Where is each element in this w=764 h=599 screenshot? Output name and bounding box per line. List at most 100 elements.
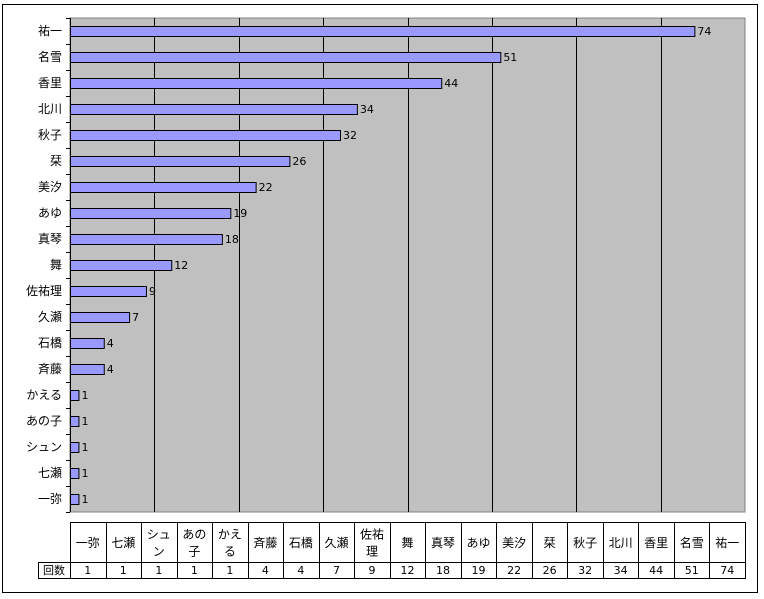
- bar: [70, 104, 358, 115]
- data-label: 1: [81, 493, 88, 506]
- data-label: 1: [81, 441, 88, 454]
- table-value-cell: 1: [155, 564, 162, 577]
- table-header-cell: 香里: [644, 536, 668, 550]
- table-header-cell: 佐祐: [360, 528, 384, 542]
- table-header-cell: かえ: [218, 528, 242, 542]
- table-value-cell: 32: [578, 564, 592, 577]
- data-label: 18: [225, 233, 239, 246]
- table-header-cell: 北川: [609, 536, 633, 550]
- table-value-cell: 1: [191, 564, 198, 577]
- category-label: 香里: [38, 76, 62, 90]
- category-label: 石橋: [38, 336, 62, 350]
- table-header-cell: 久瀬: [324, 536, 348, 550]
- bar: [70, 442, 80, 453]
- bar: [70, 52, 502, 63]
- table-value-cell: 19: [472, 564, 486, 577]
- table-header-cell: あの: [182, 528, 206, 542]
- data-label: 26: [292, 155, 306, 168]
- bar: [70, 338, 105, 349]
- data-label: 4: [107, 337, 114, 350]
- table-value-cell: 44: [649, 564, 663, 577]
- table-header-cell: 理: [366, 545, 378, 559]
- bar: [70, 26, 696, 37]
- category-label: 美汐: [38, 179, 62, 194]
- category-label: かえる: [26, 388, 62, 402]
- table-value-cell: 22: [507, 564, 521, 577]
- category-label: あゆ: [38, 206, 62, 220]
- table-header-cell: 祐一: [715, 536, 739, 550]
- data-label: 19: [233, 207, 247, 220]
- data-label: 34: [360, 103, 374, 116]
- bar: [70, 156, 291, 167]
- category-label: 名雪: [38, 49, 62, 64]
- bar: [70, 390, 80, 401]
- category-label: 栞: [50, 154, 62, 168]
- table-header-cell: ン: [153, 545, 165, 559]
- data-label: 9: [149, 285, 156, 298]
- table-header-cell: 舞: [401, 536, 413, 550]
- table-header-cell: あゆ: [467, 536, 491, 550]
- bar: [70, 234, 223, 245]
- bar: [70, 208, 232, 219]
- data-label: 51: [503, 51, 517, 64]
- table-value-cell: 51: [685, 564, 699, 577]
- bar: [70, 260, 173, 271]
- category-label: 久瀬: [38, 310, 62, 324]
- table-header-cell: 七瀬: [111, 536, 135, 550]
- category-label: 七瀬: [38, 466, 62, 480]
- table-header-cell: る: [224, 545, 236, 559]
- table-value-cell: 34: [614, 564, 628, 577]
- bar: [70, 312, 131, 323]
- table-header-cell: 一弥: [76, 535, 100, 550]
- category-label: 北川: [38, 102, 62, 116]
- table-value-cell: 26: [543, 564, 557, 577]
- category-label: 佐祐理: [26, 284, 62, 298]
- table-header-cell: 美汐: [502, 535, 526, 550]
- bar: [70, 130, 341, 141]
- data-label: 44: [444, 77, 458, 90]
- category-label: 祐一: [38, 24, 62, 38]
- table-border: [70, 522, 746, 579]
- table-value-cell: 9: [368, 564, 375, 577]
- data-label: 7: [132, 311, 139, 324]
- data-label: 4: [107, 363, 114, 376]
- data-label: 1: [81, 467, 88, 480]
- table-header-cell: 栞: [544, 536, 556, 550]
- table-header-cell: 真琴: [431, 536, 455, 550]
- bar: [70, 494, 80, 505]
- table-value-cell: 12: [401, 564, 415, 577]
- bar: [70, 182, 257, 193]
- category-label: あの子: [26, 414, 62, 428]
- data-label: 32: [343, 129, 357, 142]
- bar: [70, 468, 80, 479]
- data-label: 1: [81, 415, 88, 428]
- category-label: 真琴: [38, 232, 62, 246]
- category-label: シュン: [26, 440, 62, 454]
- table-value-cell: 1: [226, 564, 233, 577]
- bar: [70, 416, 80, 427]
- table-value-cell: 7: [333, 564, 340, 577]
- data-label: 12: [174, 259, 188, 272]
- category-label: 一弥: [38, 491, 62, 506]
- data-label: 22: [259, 181, 273, 194]
- table-value-cell: 4: [262, 564, 269, 577]
- table-value-cell: 74: [720, 564, 734, 577]
- data-label: 1: [81, 389, 88, 402]
- table-value-cell: 4: [297, 564, 304, 577]
- table-header-cell: シュ: [147, 528, 171, 542]
- plot-area: [69, 17, 746, 513]
- table-header-cell: 秋子: [573, 536, 597, 550]
- category-label: 舞: [50, 258, 62, 272]
- table-value-cell: 1: [120, 564, 127, 577]
- bar: [70, 364, 105, 375]
- data-label: 74: [697, 25, 711, 38]
- table-row-header: 回数: [43, 564, 65, 577]
- table-header-cell: 名雪: [680, 535, 704, 550]
- table-header-cell: 石橋: [289, 536, 313, 550]
- bar: [70, 78, 443, 89]
- table-value-cell: 1: [84, 564, 91, 577]
- bar: [70, 286, 147, 297]
- category-label: 秋子: [38, 128, 62, 142]
- table-header-cell: 子: [188, 545, 200, 559]
